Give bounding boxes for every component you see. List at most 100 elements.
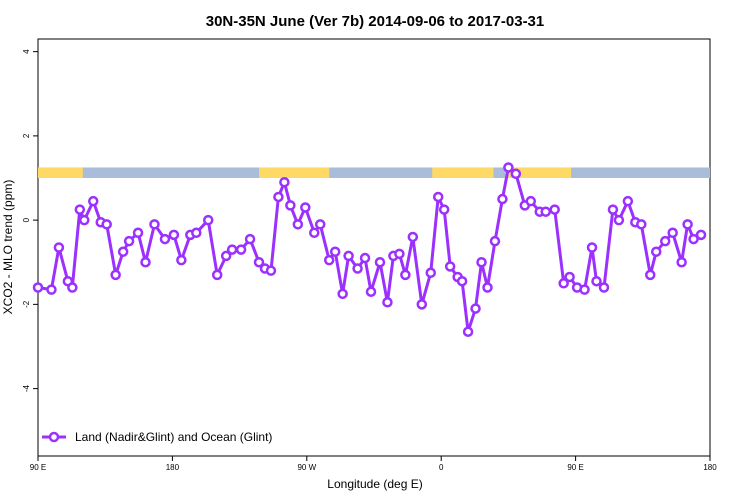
x-tick-label: 90 E — [30, 463, 46, 472]
data-point — [365, 286, 377, 297]
land-band-segment — [38, 167, 83, 178]
data-point — [323, 254, 335, 266]
data-point — [476, 256, 487, 268]
data-point — [176, 254, 187, 266]
legend-label: Land (Nadir&Glint) and Ocean (Glint) — [75, 430, 272, 444]
data-point — [676, 256, 687, 268]
data-point — [540, 206, 551, 217]
data-point — [211, 269, 223, 281]
y-tick-label: 2 — [22, 133, 31, 138]
data-point — [613, 214, 625, 226]
data-point — [688, 233, 699, 245]
data-point — [591, 275, 602, 287]
data-point — [88, 195, 99, 207]
data-point — [438, 204, 450, 215]
y-tick-label: -2 — [22, 300, 31, 308]
data-point — [400, 269, 411, 281]
data-point — [46, 284, 57, 295]
data-point — [32, 282, 44, 293]
data-point — [352, 263, 363, 274]
x-tick-label: 90 W — [297, 463, 316, 472]
y-axis: 4 2 0 -2 -4 — [22, 49, 38, 392]
data-point — [74, 204, 86, 215]
data-point — [510, 168, 522, 180]
data-point — [292, 219, 304, 230]
data-point — [285, 200, 296, 211]
surface-band — [38, 167, 710, 178]
data-point — [482, 282, 493, 293]
data-point — [622, 195, 634, 207]
data-point — [564, 271, 575, 283]
data-point — [337, 288, 348, 300]
data-point — [525, 195, 537, 207]
data-point — [53, 242, 65, 253]
data-point — [343, 250, 354, 262]
data-point — [244, 233, 256, 245]
data-point — [253, 256, 265, 268]
data-point — [110, 269, 121, 281]
data-point — [226, 244, 238, 255]
data-point — [101, 219, 112, 230]
data-point — [432, 191, 444, 203]
data-point — [462, 326, 474, 337]
land-band-segment — [505, 167, 572, 178]
data-point — [695, 229, 707, 241]
data-point — [132, 227, 144, 239]
plot-frame — [37, 38, 711, 457]
data-point — [416, 299, 428, 310]
land-band-segment — [259, 167, 330, 178]
data-point — [645, 269, 656, 281]
data-point — [359, 252, 371, 264]
series-line — [37, 166, 702, 334]
data-point — [503, 162, 514, 173]
y-tick-label: -4 — [22, 385, 31, 393]
data-point — [667, 227, 678, 239]
x-tick-label: 180 — [703, 463, 717, 472]
data-point — [123, 235, 135, 247]
data-point — [309, 227, 320, 239]
data-point — [650, 246, 662, 257]
y-axis-label: XCO2 - MLO trend (ppm) — [1, 180, 15, 315]
data-point — [140, 256, 151, 268]
data-point — [220, 250, 232, 262]
data-point — [300, 202, 311, 213]
data-point — [470, 303, 481, 314]
data-point — [425, 267, 436, 279]
data-point — [79, 214, 90, 226]
data-point — [558, 278, 569, 289]
land-band-segment — [432, 167, 494, 178]
data-point — [235, 244, 247, 255]
data-point — [265, 265, 277, 276]
data-point — [374, 256, 386, 268]
data-point — [273, 191, 284, 203]
data-point — [159, 233, 171, 245]
data-point — [489, 235, 501, 247]
data-point — [394, 248, 405, 260]
data-point — [329, 246, 341, 257]
data-point — [497, 193, 508, 205]
data-point — [682, 219, 693, 230]
data-point — [407, 231, 419, 243]
series-layer — [32, 162, 707, 337]
data-point — [279, 176, 290, 188]
x-tick-label: 180 — [166, 463, 180, 472]
chart-title: 30N-35N June (Ver 7b) 2014-09-06 to 2017… — [206, 13, 545, 30]
data-point — [314, 219, 326, 230]
data-point — [382, 297, 393, 308]
ocean-band — [38, 167, 710, 178]
data-point — [607, 204, 619, 215]
data-point — [636, 219, 647, 230]
y-tick-label: 0 — [22, 217, 31, 222]
data-point — [659, 235, 671, 247]
x-axis: 90 E 180 90 W 0 90 E 180 — [30, 456, 717, 472]
data-point — [202, 214, 214, 226]
data-point — [191, 227, 202, 239]
data-point — [549, 204, 560, 215]
x-axis-label: Longitude (deg E) — [327, 477, 422, 491]
data-point — [598, 282, 610, 293]
data-point — [67, 282, 78, 293]
data-point — [586, 242, 598, 253]
data-point — [444, 261, 456, 272]
x-tick-label: 90 E — [567, 463, 583, 472]
